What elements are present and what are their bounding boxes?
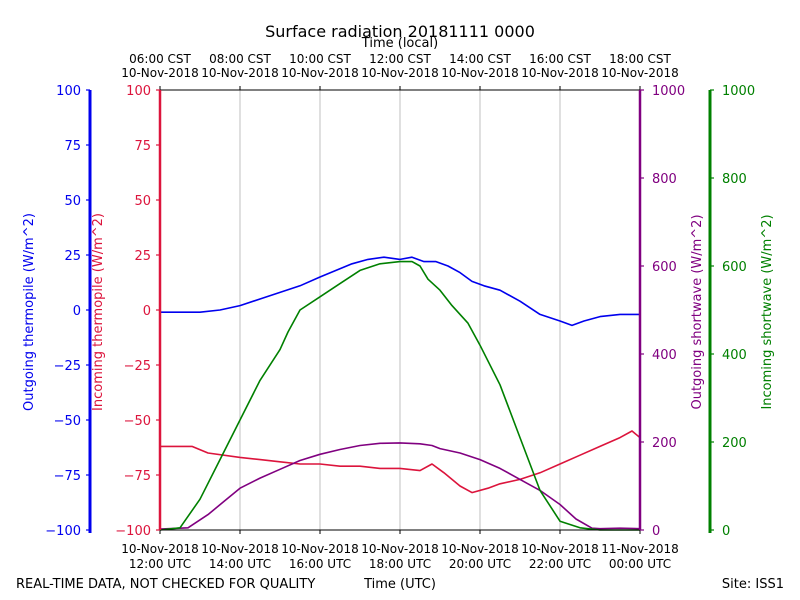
incoming-thermopile-tick-label: −75 xyxy=(124,469,151,484)
series-layer xyxy=(159,256,641,531)
outgoing-shortwave-tick-label: 400 xyxy=(652,348,677,363)
top-axis-label: Time (local) xyxy=(361,36,438,51)
incoming-thermopile-tick-label: −25 xyxy=(124,359,151,374)
outgoing-thermopile-tick-label: −50 xyxy=(54,414,81,429)
bottom-tick-date: 10-Nov-2018 xyxy=(521,542,599,556)
top-tick-date: 10-Nov-2018 xyxy=(521,66,599,80)
series-line-outgoing-thermopile xyxy=(160,256,640,327)
outgoing-shortwave-tick-label: 200 xyxy=(652,436,677,451)
outgoing-thermopile-tick-label: 0 xyxy=(73,304,81,319)
bottom-tick-label-16-00-utc: 16:00 UTC xyxy=(289,557,351,571)
top-tick-date: 10-Nov-2018 xyxy=(201,66,279,80)
bottom-axis-label: Time (UTC) xyxy=(363,577,436,592)
series-line-outgoing-shortwave xyxy=(159,442,641,530)
outgoing-shortwave-tick-label: 0 xyxy=(652,524,660,539)
incoming-shortwave-tick-label: 0 xyxy=(722,524,730,539)
top-tick-date: 10-Nov-2018 xyxy=(281,66,359,80)
top-tick-date: 10-Nov-2018 xyxy=(601,66,679,80)
bottom-tick-label-00-00-utc: 00:00 UTC xyxy=(609,557,671,571)
footer-quality-note: REAL-TIME DATA, NOT CHECKED FOR QUALITY xyxy=(16,577,315,592)
series-line-incoming-thermopile xyxy=(160,430,641,494)
incoming-thermopile-tick-label: 75 xyxy=(134,139,151,154)
outgoing-shortwave-tick-label: 800 xyxy=(652,172,677,187)
bottom-tick-date: 10-Nov-2018 xyxy=(281,542,359,556)
bottom-tick-date: 10-Nov-2018 xyxy=(361,542,439,556)
bottom-tick-label-12-00-utc: 12:00 UTC xyxy=(129,557,191,571)
incoming-thermopile-tick-label: 25 xyxy=(134,249,151,264)
bottom-tick-label-20-00-utc: 20:00 UTC xyxy=(449,557,511,571)
incoming-thermopile-tick-label: 0 xyxy=(143,304,151,319)
outgoing-thermopile-tick-label: 75 xyxy=(64,139,81,154)
outgoing-shortwave-tick-label: 1000 xyxy=(652,84,685,99)
incoming-thermopile-label: Incoming thermopile (W/m^2) xyxy=(91,213,106,411)
incoming-shortwave-tick-label: 400 xyxy=(722,348,747,363)
bottom-tick-date: 10-Nov-2018 xyxy=(201,542,279,556)
chart-title: Surface radiation 20181111 0000 xyxy=(265,22,535,41)
incoming-thermopile-tick-label: 50 xyxy=(134,194,151,209)
top-tick-date: 10-Nov-2018 xyxy=(361,66,439,80)
outgoing-thermopile-tick-label: −100 xyxy=(45,524,81,539)
incoming-shortwave-tick-label: 200 xyxy=(722,436,747,451)
incoming-shortwave-axis: 0 200 400 600 800 1000 xyxy=(708,84,755,539)
footer-site-label: Site: ISS1 xyxy=(722,577,784,592)
incoming-thermopile-tick-label: −100 xyxy=(115,524,151,539)
outgoing-thermopile-label: Outgoing thermopile (W/m^2) xyxy=(22,213,37,411)
incoming-shortwave-label: Incoming shortwave (W/m^2) xyxy=(760,214,775,409)
outgoing-thermopile-tick-label: 100 xyxy=(56,84,81,99)
bottom-tick-date: 10-Nov-2018 xyxy=(441,542,519,556)
outgoing-thermopile-tick-label: −75 xyxy=(54,469,81,484)
outgoing-shortwave-label: Outgoing shortwave (W/m^2) xyxy=(690,214,705,409)
incoming-shortwave-tick-label: 800 xyxy=(722,172,747,187)
top-tick-date: 10-Nov-2018 xyxy=(441,66,519,80)
incoming-thermopile-axis: −100 −75 −50 −25 0 25 50 75 100 xyxy=(115,84,162,539)
top-tick-label-08-00-cst: 08:00 CST xyxy=(209,52,271,66)
incoming-shortwave-tick-label: 600 xyxy=(722,260,747,275)
incoming-thermopile-tick-label: 100 xyxy=(126,84,151,99)
top-tick-label-10-00-cst: 10:00 CST xyxy=(289,52,351,66)
bottom-tick-label-14-00-utc: 14:00 UTC xyxy=(209,557,271,571)
top-tick-label-14-00-cst: 14:00 CST xyxy=(449,52,511,66)
top-tick-label-06-00-cst: 06:00 CST xyxy=(129,52,191,66)
bottom-tick-label-22-00-utc: 22:00 UTC xyxy=(529,557,591,571)
bottom-tick-label-18-00-utc: 18:00 UTC xyxy=(369,557,431,571)
grid-lines xyxy=(239,90,561,530)
top-tick-label-12-00-cst: 12:00 CST xyxy=(369,52,431,66)
outgoing-thermopile-tick-label: −25 xyxy=(54,359,81,374)
outgoing-shortwave-tick-label: 600 xyxy=(652,260,677,275)
outgoing-thermopile-tick-label: 50 xyxy=(64,194,81,209)
top-tick-date: 10-Nov-2018 xyxy=(121,66,199,80)
bottom-tick-date: 10-Nov-2018 xyxy=(121,542,199,556)
incoming-thermopile-tick-label: −50 xyxy=(124,414,151,429)
incoming-shortwave-tick-label: 1000 xyxy=(722,84,755,99)
outgoing-thermopile-tick-label: 25 xyxy=(64,249,81,264)
series-line-incoming-shortwave xyxy=(159,260,640,531)
top-tick-label-16-00-cst: 16:00 CST xyxy=(529,52,591,66)
top-tick-label-18-00-cst: 18:00 CST xyxy=(609,52,671,66)
outgoing-thermopile-axis: −100 −75 −50 −25 0 25 50 75 100 xyxy=(45,84,92,539)
outgoing-shortwave-axis: 0 200 400 600 800 1000 xyxy=(638,84,685,539)
bottom-tick-date: 11-Nov-2018 xyxy=(601,542,679,556)
